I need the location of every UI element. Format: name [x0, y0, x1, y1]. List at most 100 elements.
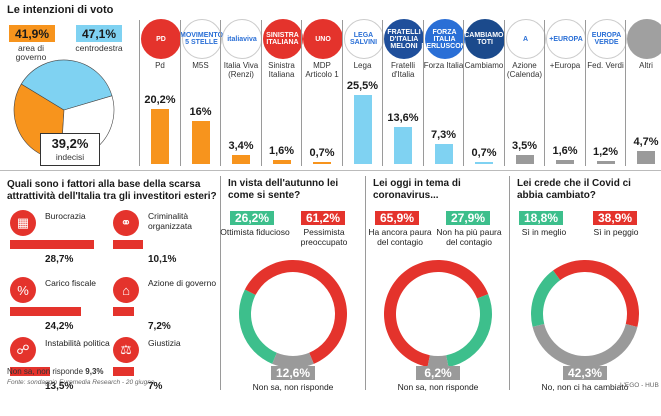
donut-title-1: Lei oggi in tema di coronavirus...: [373, 178, 461, 201]
party-value-10: 1,6%: [552, 144, 578, 157]
fattore-value-0: 28,7%: [45, 254, 74, 265]
indecisi-label: indecisi: [55, 152, 85, 162]
party-bar-12: [637, 151, 655, 164]
party-bar-3: [272, 159, 291, 164]
party-value-4: 0,7%: [309, 147, 335, 159]
party-label-6: Fratelli d'Italia: [390, 61, 415, 79]
party-label-9: Azione (Calenda): [506, 61, 543, 79]
party-label-11: Fed. Verdi: [587, 61, 624, 70]
fattore-value-4: 13,5%: [45, 381, 74, 392]
party-label-5: Lega: [353, 61, 372, 70]
party-logo-6: FRATELLI D'ITALIA MELONI: [384, 19, 424, 59]
fattore-label-4: Instabilità politica: [45, 338, 110, 348]
centrodestra-box: [76, 25, 122, 42]
fattore-label-2: Carico fiscale: [45, 278, 97, 288]
party-logo-7: FORZA ITALIA BERLUSCONI: [421, 19, 468, 59]
fattori-title: Quali sono i fattori alla base della sca…: [7, 179, 217, 202]
donut-2-value-0: 18,8%: [519, 211, 563, 225]
donut-2-segment-1: [553, 260, 639, 327]
donut-1: [384, 260, 492, 368]
fattore-bar-2: [10, 307, 81, 316]
party-label-8: Cambiamo: [464, 61, 504, 70]
party-bar-5: [353, 95, 372, 164]
party-separator-6: [382, 20, 383, 166]
area-governo-label: area di governo: [15, 43, 47, 62]
divider-3: [509, 176, 510, 390]
fattore-value-3: 7,2%: [148, 321, 171, 332]
party-separator-10: [544, 20, 545, 166]
party-logo-1: MOVIMENTO 5 STELLE: [180, 19, 223, 59]
section-divider: [0, 170, 661, 171]
party-label-3: Sinistra Italiana: [268, 61, 295, 79]
party-logo-11: EUROPA VERDE: [586, 19, 627, 59]
party-bar-2: [232, 154, 250, 164]
party-separator-2: [220, 20, 221, 166]
donut-0-segment-0: [239, 289, 277, 364]
donut-2-value-2: 42,3%: [563, 366, 607, 380]
party-label-0: Pd: [155, 61, 165, 70]
party-bar-10: [556, 159, 574, 164]
government-icon: ⌂: [113, 277, 139, 303]
donut-1-value-2: 6,2%: [416, 366, 460, 380]
fattore-value-2: 24,2%: [45, 321, 74, 332]
party-value-1: 16%: [189, 105, 212, 118]
politics-icon: ☍: [10, 337, 36, 363]
indecisi-box: [40, 133, 100, 166]
donut-0: [239, 260, 347, 368]
party-bar-9: [515, 154, 534, 164]
party-separator-0: [139, 20, 140, 166]
donut-title-0: In vista dell'autunno lei come si sente?: [228, 178, 339, 201]
donut-1-label-0: Ha ancora paura del contagio: [368, 227, 432, 247]
fattore-value-1: 10,1%: [148, 254, 177, 265]
donut-2-segment-2: [532, 324, 638, 368]
donut-0-label-2: Non sa, non risponde: [252, 382, 334, 392]
party-value-12: 4,7%: [633, 136, 659, 149]
donut-0-value-0: 26,2%: [230, 211, 274, 225]
donut-2-value-1: 38,9%: [593, 211, 637, 225]
area-governo-box: [9, 25, 55, 42]
party-value-11: 1,2%: [592, 145, 619, 158]
party-value-5: 25,5%: [346, 80, 379, 93]
party-separator-11: [584, 20, 586, 166]
fattori-nonsa-label: Non sa, non risponde: [7, 367, 84, 376]
donut-1-value-1: 27,9%: [446, 211, 490, 225]
donut-0-label-0: Ottimista fiducioso: [220, 227, 290, 237]
source-note: Fonte: sondaggio Euromedia Research - 20…: [7, 379, 155, 386]
party-label-2: Italia Viva (Renzi): [223, 61, 259, 79]
party-logo-2: italiaviva: [222, 19, 262, 59]
party-separator-4: [301, 20, 302, 166]
party-value-9: 3,5%: [511, 139, 538, 152]
handcuffs-icon: ⚭: [113, 210, 139, 236]
tax-icon: %: [10, 277, 36, 303]
fattore-bar-4: [10, 367, 50, 376]
party-label-1: M5S: [192, 61, 209, 70]
donut-0-label-1: Pessimista preoccupato: [300, 227, 348, 247]
donut-title-2: Lei crede che il Covid ci abbia cambiato…: [517, 178, 631, 201]
indecisi-value: 39,2%: [51, 136, 89, 151]
donut-0-value-2: 12,6%: [271, 366, 315, 380]
party-separator-9: [503, 20, 505, 166]
donut-2-label-1: Sì in peggio: [593, 227, 639, 237]
fattore-value-5: 7%: [148, 381, 163, 392]
party-value-0: 20,2%: [144, 94, 176, 107]
pie-slice-centrodestra: [20, 59, 113, 111]
justice-icon: ⚖: [113, 337, 139, 363]
party-label-12: Altri: [639, 61, 653, 70]
party-value-7: 7,3%: [430, 129, 457, 142]
donut-1-label-1: Non ha più paura del contagio: [436, 227, 502, 247]
party-separator-7: [422, 20, 424, 166]
party-logo-3: SINISTRA ITALIANA: [262, 19, 303, 59]
party-bar-11: [596, 160, 615, 164]
fattore-label-5: Giustizia: [148, 338, 181, 348]
party-separator-12: [625, 20, 626, 166]
party-logo-5: LEGA SALVINI: [343, 19, 384, 59]
party-separator-8: [463, 20, 464, 166]
party-bar-0: [151, 109, 169, 164]
donut-2-label-2: No, non ci ha cambiato: [541, 382, 629, 392]
centrodestra-label: centrodestra: [75, 43, 123, 53]
credit: L'EGO - HUB: [620, 382, 659, 389]
party-logo-12: [627, 19, 661, 59]
party-value-2: 3,4%: [228, 139, 254, 152]
party-value-8: 0,7%: [471, 147, 497, 159]
fattore-bar-3: [113, 307, 135, 316]
